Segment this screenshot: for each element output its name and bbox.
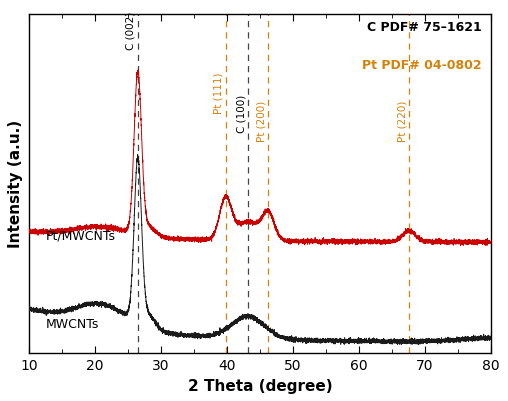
Text: C (002): C (002) bbox=[126, 11, 136, 50]
Text: Pt (111): Pt (111) bbox=[213, 73, 224, 114]
Y-axis label: Intensity (a.u.): Intensity (a.u.) bbox=[8, 120, 23, 248]
Text: Pt (200): Pt (200) bbox=[257, 101, 267, 142]
Text: C PDF# 75–1621: C PDF# 75–1621 bbox=[367, 21, 482, 34]
Text: Pt/MWCNTs: Pt/MWCNTs bbox=[45, 229, 115, 242]
X-axis label: 2 Theta (degree): 2 Theta (degree) bbox=[187, 378, 332, 393]
Text: Pt (220): Pt (220) bbox=[397, 100, 407, 142]
Text: C (100): C (100) bbox=[236, 94, 246, 132]
Text: MWCNTs: MWCNTs bbox=[45, 318, 99, 330]
Text: Pt PDF# 04-0802: Pt PDF# 04-0802 bbox=[362, 59, 482, 72]
